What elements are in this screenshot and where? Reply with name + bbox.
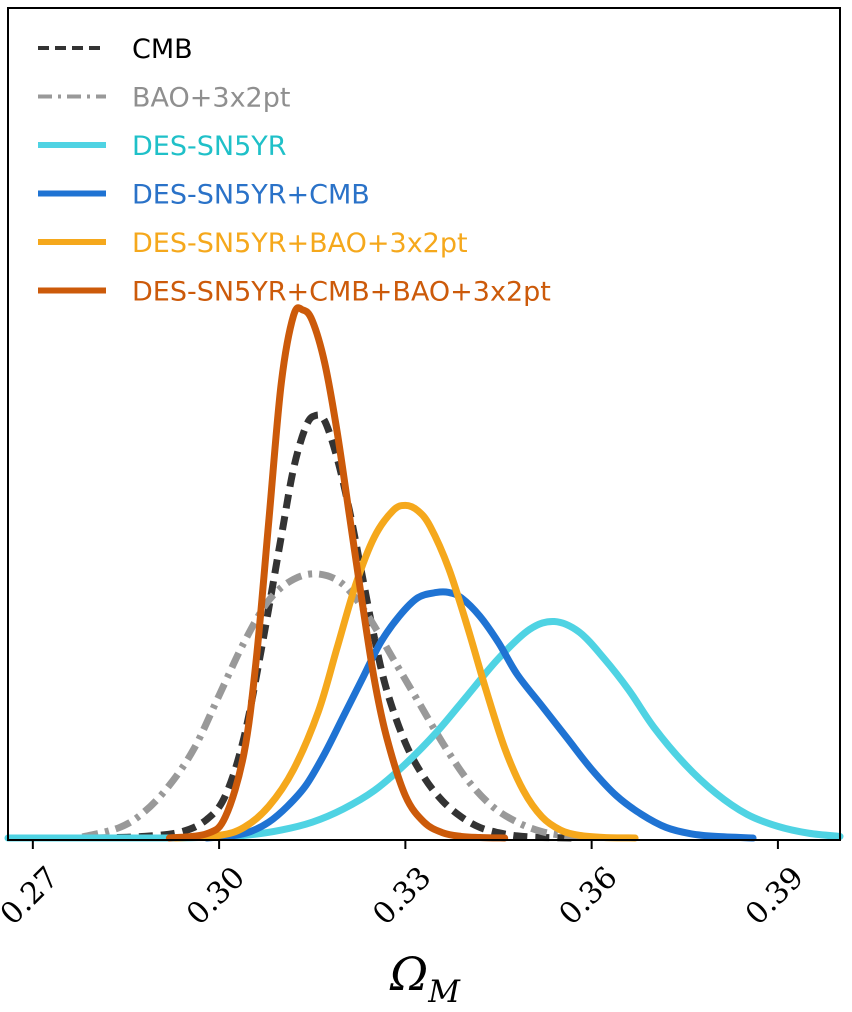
series-line-5 <box>165 304 509 842</box>
x-axis-label-main: Ω <box>389 947 428 1001</box>
series-line-4 <box>172 501 639 842</box>
legend-label-1: BAO+3x2pt <box>132 83 290 114</box>
legend-label-2: DES-SN5YR <box>132 131 287 162</box>
curves-layer <box>4 304 844 842</box>
legend-label-0: CMB <box>132 34 193 65</box>
x-axis-label-sub: M <box>427 974 461 1010</box>
plot-frame <box>7 7 841 841</box>
x-axis-label: ΩM <box>389 947 461 1010</box>
legend-label-4: DES-SN5YR+BAO+3x2pt <box>132 228 468 259</box>
legend: CMB BAO+3x2pt DES-SN5YR DES-SN5YR+CMB DES-SN… <box>38 34 551 308</box>
series-line-1 <box>81 570 592 841</box>
legend-label-3: DES-SN5YR+CMB <box>132 180 370 211</box>
series-line-3 <box>203 588 757 842</box>
legend-label-5: DES-SN5YR+CMB+BAO+3x2pt <box>132 277 551 308</box>
